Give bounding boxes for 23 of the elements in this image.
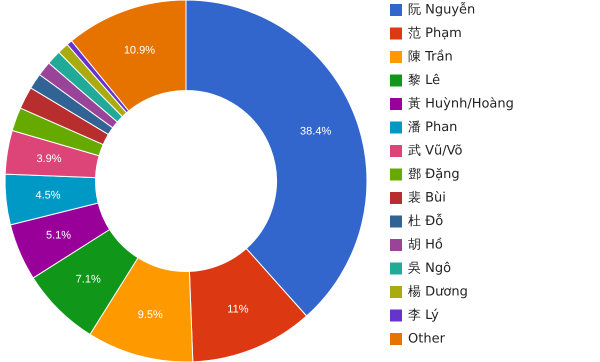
data-label: 11%: [227, 304, 249, 316]
legend-label: 鄧 Đặng: [408, 167, 460, 182]
legend-label: 武 Vũ/Võ: [408, 144, 463, 158]
legend-label: 裴 Bùi: [408, 190, 446, 206]
data-label: 4.5%: [35, 189, 61, 202]
legend-label: 吳 Ngô: [408, 261, 452, 276]
data-label: 5.1%: [46, 230, 72, 242]
legend-label: 黃 Huỳnh/Hoàng: [408, 96, 514, 112]
legend-label: 李 Lý: [408, 308, 440, 323]
legend-label: 胡 Hồ: [408, 236, 443, 252]
legend-label: Other: [408, 332, 446, 346]
data-label: 9.5%: [138, 309, 163, 322]
data-label: 3.9%: [36, 152, 62, 165]
data-label: 10.9%: [124, 44, 156, 56]
legend-label: 阮 Nguyễn: [408, 2, 476, 18]
data-label: 7.1%: [76, 273, 101, 286]
legend-label: 黎 Lê: [408, 73, 440, 88]
legend-label: 范 Phạm: [408, 26, 462, 41]
data-label: 38.4%: [300, 126, 332, 138]
legend-label: 陳 Trần: [408, 48, 453, 64]
legend-label: 杜 Đỗ: [408, 213, 444, 229]
legend-label: 潘 Phan: [408, 120, 458, 135]
legend-label: 楊 Dương: [408, 284, 468, 300]
